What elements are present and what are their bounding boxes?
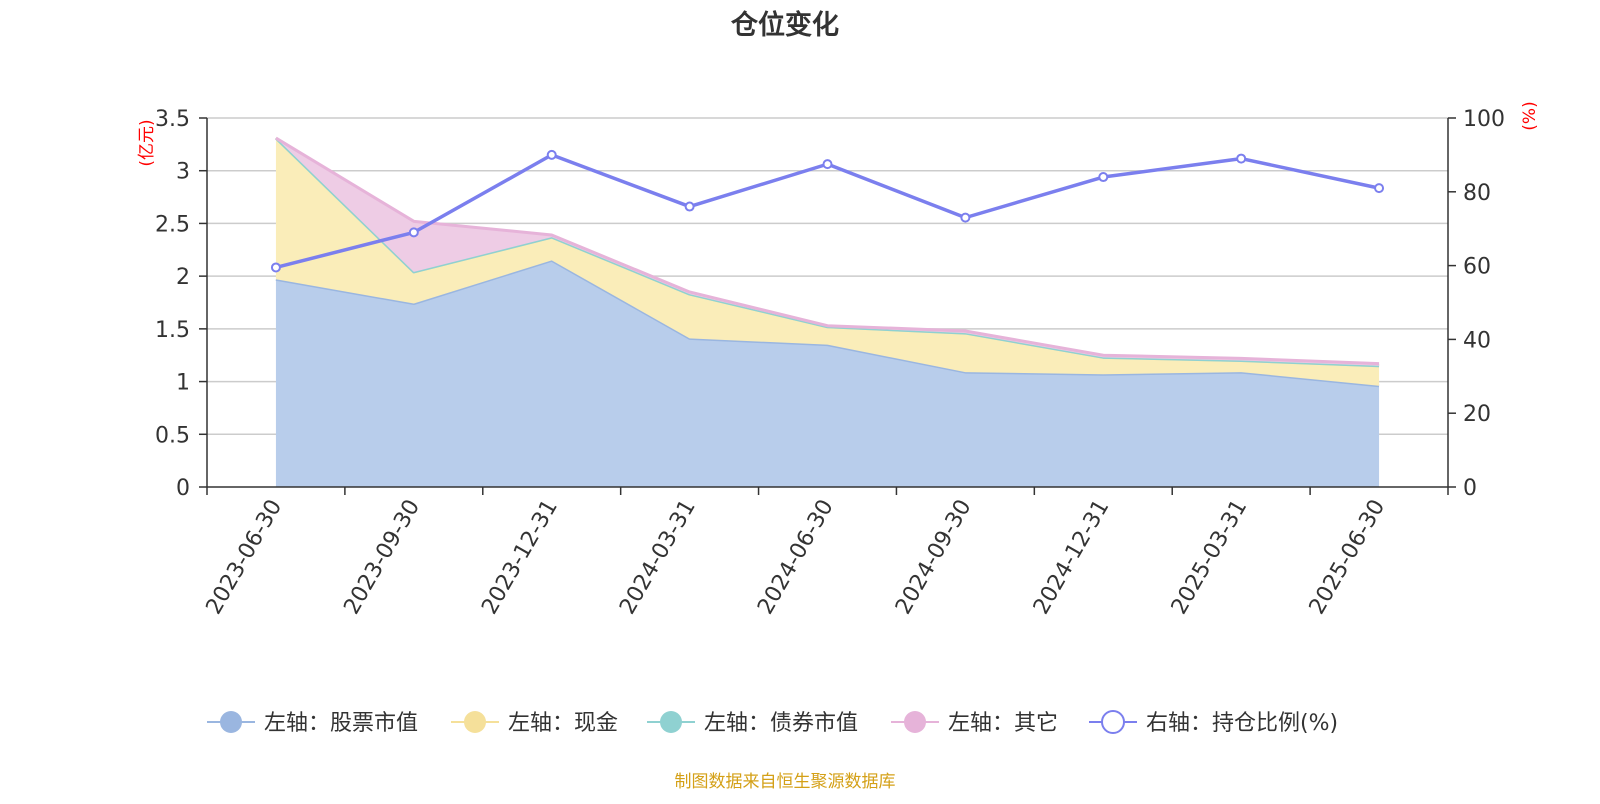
ratio-point: [408, 227, 419, 238]
legend-marker: [660, 711, 682, 733]
legend-marker: [220, 711, 242, 733]
ratio-line-layer: [270, 149, 1385, 273]
ratio-point: [1374, 183, 1385, 194]
x-axis-label: 2023-12-31: [477, 496, 563, 619]
right-axis-unit: (%): [1520, 101, 1540, 130]
right-axis-tick-label: 0: [1463, 476, 1477, 501]
stacked-areas: [274, 136, 1380, 487]
right-axis-tick-label: 20: [1463, 402, 1491, 427]
legend-item: 左轴：其它: [891, 711, 1058, 736]
x-axis-label: 2024-03-31: [615, 496, 701, 619]
left-axis-unit: (亿元): [137, 119, 157, 166]
left-axis-tick-label: 1: [176, 371, 190, 396]
legend-item: 左轴：债券市值: [647, 711, 858, 736]
legend-item: 左轴：现金: [451, 711, 618, 736]
area-edge-4: [275, 136, 1380, 366]
ratio-point: [1098, 172, 1109, 183]
left-axis-tick-label: 2: [176, 265, 190, 290]
x-axis-label: 2024-12-31: [1029, 496, 1115, 619]
x-axis-label: 2023-06-30: [202, 496, 288, 619]
x-axis-label: 2025-03-31: [1167, 496, 1253, 619]
x-axis-label: 2024-06-30: [753, 496, 839, 619]
right-axis-tick-label: 80: [1463, 181, 1491, 206]
data-source-note: 制图数据来自恒生聚源数据库: [675, 772, 896, 792]
left-axis-tick-label: 0.5: [155, 423, 190, 448]
legend-label: 左轴：股票市值: [264, 711, 418, 736]
left-axis-tick-label: 3.5: [155, 107, 190, 132]
legend-label: 左轴：现金: [508, 711, 618, 736]
left-axis-tick-label: 1.5: [155, 318, 190, 343]
left-axis-tick-label: 2.5: [155, 212, 190, 237]
x-axis-label: 2023-09-30: [339, 496, 425, 619]
left-axis-tick-label: 3: [176, 160, 190, 185]
legend: 左轴：股票市值 左轴：现金 左轴：债券市值 左轴：其它 右轴：持仓比例(%): [207, 710, 1338, 736]
x-axis-label: 2025-06-30: [1305, 496, 1391, 619]
area-1: [275, 260, 1380, 487]
right-axis-tick-label: 100: [1463, 107, 1505, 132]
ratio-point: [546, 149, 557, 160]
chart-title: 仓位变化: [730, 9, 839, 41]
left-axis-tick-label: 0: [176, 476, 190, 501]
ratio-point: [1236, 153, 1247, 164]
right-axis-tick-label: 60: [1463, 255, 1491, 280]
legend-item: 右轴：持仓比例(%): [1089, 710, 1338, 736]
right-axis-tick-label: 40: [1463, 328, 1491, 353]
legend-label: 左轴：债券市值: [704, 711, 858, 736]
x-axis-label: 2024-09-30: [891, 496, 977, 619]
legend-marker: [904, 711, 926, 733]
ratio-point: [684, 201, 695, 212]
legend-label: 右轴：持仓比例(%): [1146, 711, 1338, 736]
legend-label: 左轴：其它: [948, 711, 1058, 736]
ratio-point: [270, 262, 281, 273]
ratio-point: [822, 159, 833, 170]
legend-item: 左轴：股票市值: [207, 711, 418, 736]
legend-marker: [1101, 710, 1125, 734]
legend-marker: [464, 711, 486, 733]
ratio-point: [960, 212, 971, 223]
area-2: [275, 138, 1380, 386]
